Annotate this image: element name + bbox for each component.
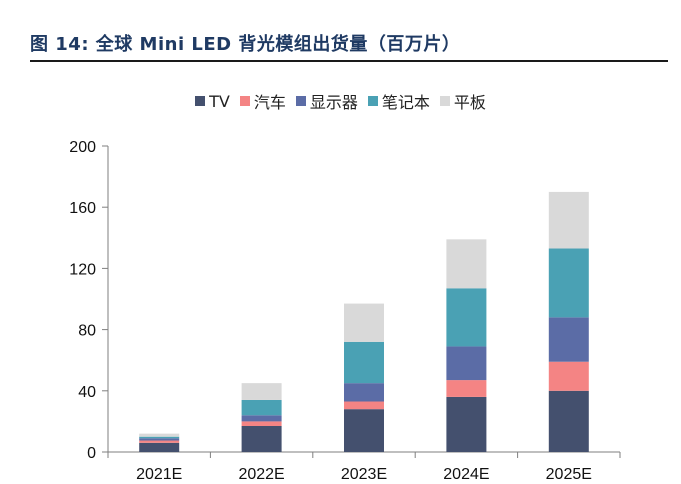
y-tick-label: 160 <box>69 200 96 217</box>
x-tick-label: 2023E <box>341 466 387 483</box>
y-tick-label: 200 <box>69 139 96 156</box>
y-tick-label: 40 <box>78 384 96 401</box>
bar-segment <box>241 425 282 452</box>
bar-segment <box>344 401 384 410</box>
legend-label: 笔记本 <box>381 93 430 112</box>
bar-segment <box>139 433 180 437</box>
bar-segment <box>548 317 589 362</box>
legend-swatch <box>439 96 450 106</box>
bar-segment <box>139 436 180 439</box>
x-tick-label: 2022E <box>238 466 284 483</box>
figure-title: 图 14: 全球 Mini LED 背光模组出货量（百万片） <box>30 34 461 55</box>
bar-segment <box>139 442 180 452</box>
legend-label: 显示器 <box>309 93 358 112</box>
bar-segment <box>241 421 282 426</box>
bar-segment <box>344 303 384 342</box>
legend-label: 平板 <box>453 93 486 112</box>
legend-item: 汽车 <box>239 89 286 113</box>
bar-segment <box>548 191 589 249</box>
bar-segment <box>241 399 282 416</box>
bar-segment <box>548 390 589 452</box>
bar-segment <box>241 383 282 400</box>
bar-segment <box>548 361 589 391</box>
bar-segment <box>139 440 180 443</box>
legend-label: TV <box>209 91 230 111</box>
legend-swatch <box>367 96 378 106</box>
x-tick-label: 2025E <box>546 466 592 483</box>
legend-swatch <box>295 96 306 106</box>
bar-segment <box>446 288 487 347</box>
legend-label: 汽车 <box>253 93 286 112</box>
legend-swatch <box>239 96 250 106</box>
bar-segment <box>344 409 384 452</box>
title-divider <box>30 60 668 62</box>
x-tick-label: 2021E <box>136 466 182 483</box>
bar-segment <box>344 341 384 384</box>
x-tick-label: 2024E <box>443 466 489 483</box>
bar-segment <box>344 383 384 402</box>
bar-segment <box>446 239 487 289</box>
legend-item: TV <box>195 89 230 113</box>
legend-item: 平板 <box>439 89 486 113</box>
bar-segment <box>446 380 487 397</box>
bar-segment <box>139 438 180 441</box>
y-tick-label: 80 <box>78 323 96 340</box>
legend-item: 笔记本 <box>367 89 430 113</box>
legend-swatch <box>195 96 206 106</box>
bar-segment <box>548 248 589 318</box>
bar-segment <box>241 415 282 422</box>
legend-item: 显示器 <box>295 89 358 113</box>
chart-legend: TV 汽车 显示器 笔记本 平板 <box>0 89 681 113</box>
y-tick-label: 120 <box>69 261 96 278</box>
bar-segment <box>446 396 487 452</box>
bar-segment <box>446 346 487 381</box>
chart-bars <box>139 191 589 452</box>
y-tick-label: 0 <box>87 445 96 462</box>
